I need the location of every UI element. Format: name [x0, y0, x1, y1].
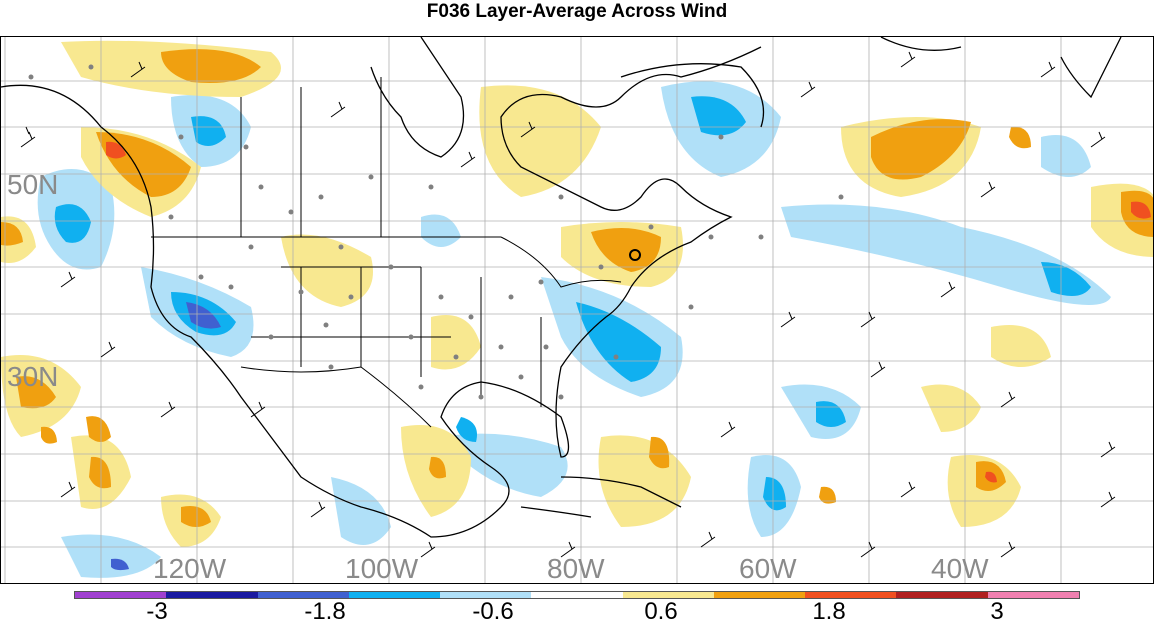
lon-label-60w: 60W [739, 553, 797, 584]
colorbar-segment [896, 592, 988, 598]
color-scale-bar [74, 591, 1080, 599]
map-panel: 50N 30N 120W 100W 80W 60W 40W [0, 36, 1154, 584]
colorbar-segment [75, 592, 167, 598]
colorbar-tick-label: 0.6 [644, 598, 678, 625]
map-canvas [1, 37, 1153, 583]
lon-label-100w: 100W [345, 553, 419, 584]
strongest-negative-regions [111, 302, 221, 571]
colorbar-segment [166, 592, 258, 598]
colorbar-segment [622, 592, 714, 598]
lat-label-50n: 50N [7, 169, 59, 200]
colorbar-segment [348, 592, 441, 598]
political-boundaries [151, 77, 622, 428]
colorbar-tick-label: -0.6 [472, 598, 514, 625]
station-dots [28, 64, 844, 400]
colorbar-segment [805, 592, 897, 598]
colorbar-tick-label: -1.8 [304, 598, 346, 625]
highlight-station-marker [629, 249, 641, 261]
colorbar-tick-label: 3 [990, 598, 1004, 625]
graticule [1, 37, 1153, 583]
lon-label-120w: 120W [153, 553, 227, 584]
lat-label-30n: 30N [7, 361, 59, 392]
strong-positive-regions [1, 49, 1153, 527]
lon-label-40w: 40W [931, 553, 989, 584]
strongest-positive-regions [106, 141, 1151, 483]
map-title: F036 Layer-Average Across Wind [426, 1, 728, 22]
colorbar-segment [257, 592, 349, 598]
colorbar-segment [987, 592, 1079, 598]
coastlines [1, 37, 1122, 538]
colorbar-segment [531, 592, 623, 598]
colorbar-tick-label: -3 [146, 598, 168, 625]
wind-barbs [20, 51, 1116, 558]
lon-label-80w: 80W [547, 553, 605, 584]
colorbar-tick-label: 1.8 [812, 598, 846, 625]
colorbar-segment [440, 592, 532, 598]
colorbar-segment [713, 592, 806, 598]
